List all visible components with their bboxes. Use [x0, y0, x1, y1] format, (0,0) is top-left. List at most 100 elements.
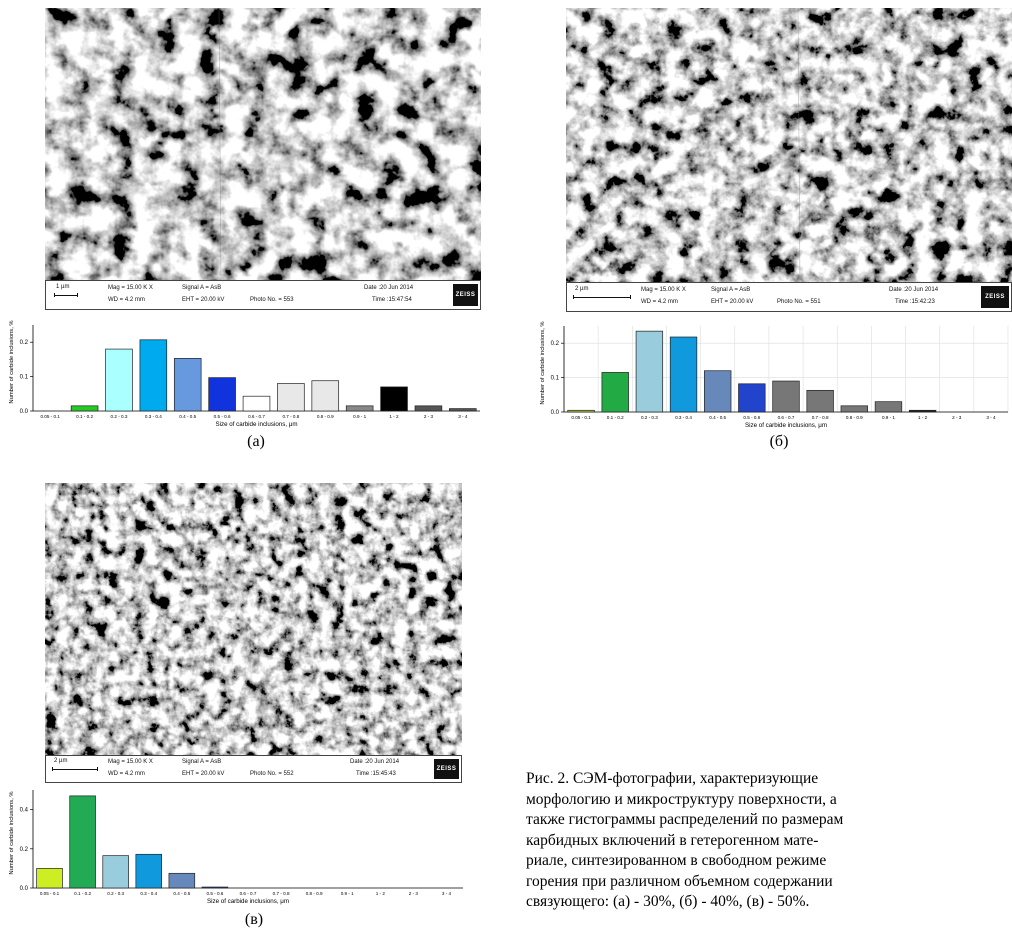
- x-tick-label: 2 - 3: [409, 891, 419, 896]
- bar: [414, 405, 443, 412]
- x-tick-label: 0.8 - 0.9: [306, 891, 323, 896]
- y-tick-label: 0.1: [551, 376, 560, 382]
- scale-label: 2 µm: [575, 286, 589, 292]
- bar: [567, 409, 595, 413]
- caption-line: риале, синтезированном в свободном режим…: [526, 852, 827, 869]
- caption-line: карбидных включений в гетерогенном мате-: [526, 831, 819, 849]
- signal-text: Signal A = AsB: [182, 759, 222, 765]
- signal-text: Signal A = AsB: [711, 287, 751, 293]
- bar: [840, 405, 868, 413]
- x-tick-label: 1 - 2: [918, 415, 928, 420]
- x-tick-label: 0.8 - 0.9: [317, 414, 334, 419]
- x-axis-label: Size of carbide inclusions, μm: [207, 898, 289, 905]
- x-tick-label: 0.1 - 0.2: [76, 414, 93, 419]
- x-tick-label: 0.5 - 0.6: [214, 414, 231, 419]
- y-axis-label: Number of carbide inclusions, %: [9, 791, 15, 874]
- bar: [635, 330, 664, 413]
- bar: [36, 868, 63, 889]
- x-tick-label: 3 - 4: [986, 415, 996, 420]
- zeiss-logo: ZEISS: [981, 286, 1009, 308]
- x-tick-label: 0.05 - 0.1: [40, 891, 60, 896]
- scale-bar: [573, 295, 631, 299]
- x-tick-label: 0.9 - 1: [341, 891, 354, 896]
- bar: [242, 395, 271, 412]
- photo-text: Photo No. = 551: [777, 299, 821, 305]
- zeiss-logo: ZEISS: [453, 284, 478, 306]
- x-tick-label: 0.9 - 1: [353, 414, 366, 419]
- x-axis-label: Size of carbide inclusions, μm: [745, 422, 827, 429]
- x-tick-label: 0.3 - 0.4: [140, 891, 157, 896]
- x-tick-label: 0.4 - 0.5: [709, 415, 726, 420]
- bar: [277, 383, 305, 412]
- x-tick-label: 0.05 - 0.1: [40, 414, 60, 419]
- sem-image-c: [45, 483, 462, 755]
- scale-label: 1 µm: [56, 284, 70, 290]
- bar: [908, 409, 937, 413]
- x-tick-label: 3 - 4: [458, 414, 468, 419]
- y-tick-label: 0.0: [551, 410, 560, 416]
- bar: [135, 853, 163, 889]
- mag-text: Mag = 15.00 K X: [108, 285, 153, 291]
- histogram-svg: 0.0 0.1 0.2 0.05 - 0.1 0.1 - 0.2 0.2 - 0.3 0.3…: [9, 320, 480, 428]
- x-tick-label: 0.9 - 1: [882, 415, 895, 420]
- sem-image-b: [566, 8, 1012, 282]
- date-text: Date :20 Jun 2014: [364, 285, 414, 291]
- bar: [168, 872, 196, 889]
- x-tick-label: 2 - 3: [952, 415, 962, 420]
- scale-bar: [54, 293, 78, 297]
- date-text: Date :20 Jun 2014: [350, 759, 400, 765]
- panel-label-c: (в): [244, 911, 264, 928]
- y-tick-label: 0.2: [551, 341, 560, 347]
- x-tick-label: 1 - 2: [389, 414, 399, 419]
- photo-text: Photo No. = 553: [250, 297, 294, 303]
- mag-text: Mag = 15.00 K X: [641, 287, 686, 293]
- zeiss-logo: ZEISS: [434, 759, 459, 779]
- bar: [806, 389, 834, 413]
- y-tick-label: 0.2: [20, 847, 29, 853]
- bar: [704, 370, 732, 413]
- sem-databar-c: 2 µm Mag = 15.00 K X WD = 4.2 mm Signal …: [45, 755, 462, 783]
- x-tick-label: 0.1 - 0.2: [74, 891, 91, 896]
- sem-databar-a: 1 µm Mag = 15.00 K X WD = 4.2 mm Signal …: [45, 280, 481, 310]
- mag-text: Mag = 15.00 K X: [108, 759, 153, 765]
- bar: [69, 795, 96, 889]
- sem-texture-b: [566, 8, 1012, 282]
- wd-text: WD = 4.2 mm: [641, 299, 678, 305]
- sem-texture-c: [45, 483, 462, 755]
- x-tick-label: 0.3 - 0.4: [145, 414, 162, 419]
- bar: [139, 339, 168, 412]
- y-axis-label: Number of carbide inclusions, %: [540, 321, 546, 404]
- bar: [380, 386, 408, 412]
- x-tick-label: 0.6 - 0.7: [778, 415, 795, 420]
- x-tick-label: 0.3 - 0.4: [675, 415, 692, 420]
- eht-text: EHT = 20.00 kV: [711, 299, 754, 305]
- bar: [201, 886, 229, 889]
- bar: [669, 336, 698, 413]
- y-tick-label: 0.0: [20, 409, 29, 415]
- x-tick-label: 0.6 - 0.7: [240, 891, 257, 896]
- time-text: Time :15:42:23: [895, 299, 935, 305]
- bar: [70, 405, 99, 412]
- bar: [173, 358, 202, 412]
- x-tick-label: 0.2 - 0.3: [641, 415, 658, 420]
- x-axis-label: Size of carbide inclusions, μm: [216, 421, 298, 428]
- x-tick-label: 0.4 - 0.5: [179, 414, 196, 419]
- y-tick-label: 0.0: [20, 886, 29, 892]
- x-tick-label: 3 - 4: [442, 891, 452, 896]
- histogram-svg: 0.0 0.2 0.4 0.05 - 0.1 0.1 - 0.2 0.2 - 0.3 0.3…: [9, 790, 463, 905]
- x-tick-label: 0.6 - 0.7: [248, 414, 265, 419]
- scale-bar: [52, 767, 98, 771]
- eht-text: EHT = 20.00 kV: [182, 297, 225, 303]
- bar: [449, 408, 477, 412]
- x-tick-label: 1 - 2: [376, 891, 386, 896]
- bar: [772, 380, 800, 413]
- y-tick-label: 0.4: [20, 808, 29, 814]
- x-tick-label: 0.7 - 0.8: [812, 415, 829, 420]
- caption-line: Рис. 2. СЭМ-фотографии, характеризующие: [526, 770, 819, 787]
- x-tick-label: 2 - 3: [424, 414, 434, 419]
- bar: [102, 855, 129, 889]
- wd-text: WD = 4.2 mm: [108, 297, 145, 303]
- caption-line: также гистограммы распределений по разме…: [526, 811, 844, 828]
- bar: [738, 383, 766, 413]
- x-tick-label: 0.05 - 0.1: [571, 415, 591, 420]
